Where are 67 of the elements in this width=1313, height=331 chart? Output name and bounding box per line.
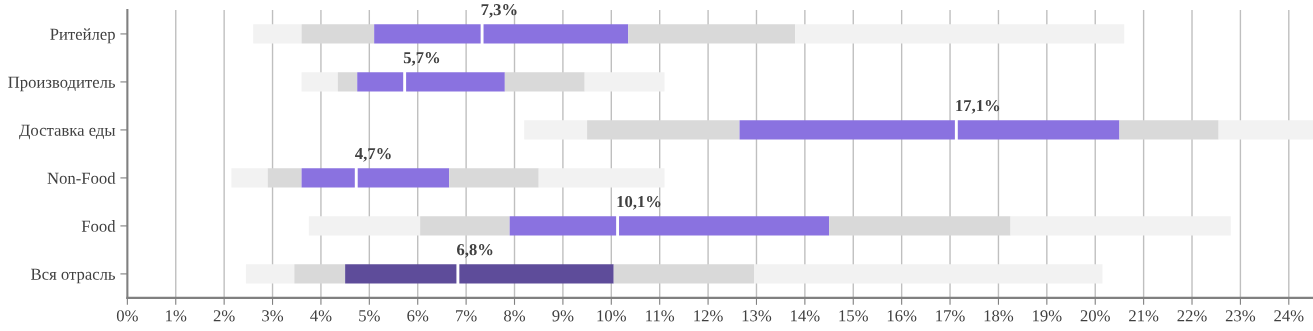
bar <box>613 264 755 284</box>
bar <box>1218 120 1313 140</box>
bar <box>754 264 1103 284</box>
annotation: 10,1% <box>617 196 661 210</box>
bar <box>524 120 588 140</box>
x-tick-label: 23% <box>1225 310 1256 322</box>
x-tick-label: 1% <box>166 310 187 322</box>
bar <box>253 24 302 44</box>
bar <box>337 72 358 92</box>
x-tick-label: 18% <box>984 310 1014 322</box>
x-tick-label: 16% <box>887 310 917 322</box>
bar <box>294 264 346 284</box>
bar <box>449 168 539 188</box>
x-tick-label: 2% <box>213 310 235 322</box>
bar <box>584 72 665 92</box>
x-tick-label: 8% <box>504 310 526 322</box>
bar <box>587 120 740 140</box>
x-tick-label: 24% <box>1274 310 1304 322</box>
x-tick-label: 3% <box>262 310 284 322</box>
bar <box>1119 120 1219 140</box>
x-tick-label: 6% <box>407 310 429 322</box>
x-tick-label: 5% <box>359 310 380 322</box>
bar <box>739 120 955 140</box>
bar <box>301 72 338 92</box>
y-tick-label: Вся отрасль <box>31 268 116 284</box>
x-tick-label: 19% <box>1033 310 1062 322</box>
x-tick-label: 14% <box>791 310 820 322</box>
x-tick-label: 21% <box>1129 310 1159 322</box>
y-tick-label: Non-Food <box>47 172 116 184</box>
annotation: 4,7% <box>355 148 391 162</box>
x-tick-label: 4% <box>310 310 332 322</box>
bar <box>308 216 421 236</box>
x-tick-label: 12% <box>694 310 723 322</box>
y-tick-label: Food <box>81 220 116 232</box>
bar <box>795 24 1125 44</box>
bar <box>1010 216 1231 236</box>
bar <box>420 216 510 236</box>
x-tick-label: 20% <box>1080 310 1110 322</box>
y-tick-label: Производитель <box>8 76 116 92</box>
x-tick-label: 10% <box>597 310 626 322</box>
y-tick-label: Ритейлер <box>50 28 115 44</box>
x-tick-label: 9% <box>552 310 574 322</box>
bar <box>301 24 375 44</box>
bar <box>231 168 268 188</box>
bar <box>345 264 457 284</box>
bar <box>374 24 481 44</box>
bar <box>357 72 404 92</box>
bar <box>538 168 665 188</box>
x-tick-label: 0% <box>116 310 138 322</box>
bar <box>245 264 295 284</box>
x-tick-label: 22% <box>1177 310 1207 322</box>
x-tick-label: 13% <box>742 310 772 322</box>
annotation: 6,8% <box>457 243 493 258</box>
annotation: 5,7% <box>403 52 440 66</box>
annotation: 7,3% <box>481 4 517 18</box>
bar <box>509 216 617 236</box>
bar <box>504 72 585 92</box>
x-tick-label: 7% <box>456 310 477 322</box>
bar <box>301 168 355 188</box>
x-tick-label: 15% <box>839 310 868 322</box>
x-tick-label: 11% <box>646 310 675 322</box>
bar <box>267 168 302 188</box>
bar <box>829 216 1011 236</box>
annotation: 17,1% <box>956 100 1000 114</box>
bar <box>628 24 796 44</box>
y-tick-label: Доставка еды <box>19 124 116 140</box>
x-tick-label: 17% <box>936 310 965 322</box>
